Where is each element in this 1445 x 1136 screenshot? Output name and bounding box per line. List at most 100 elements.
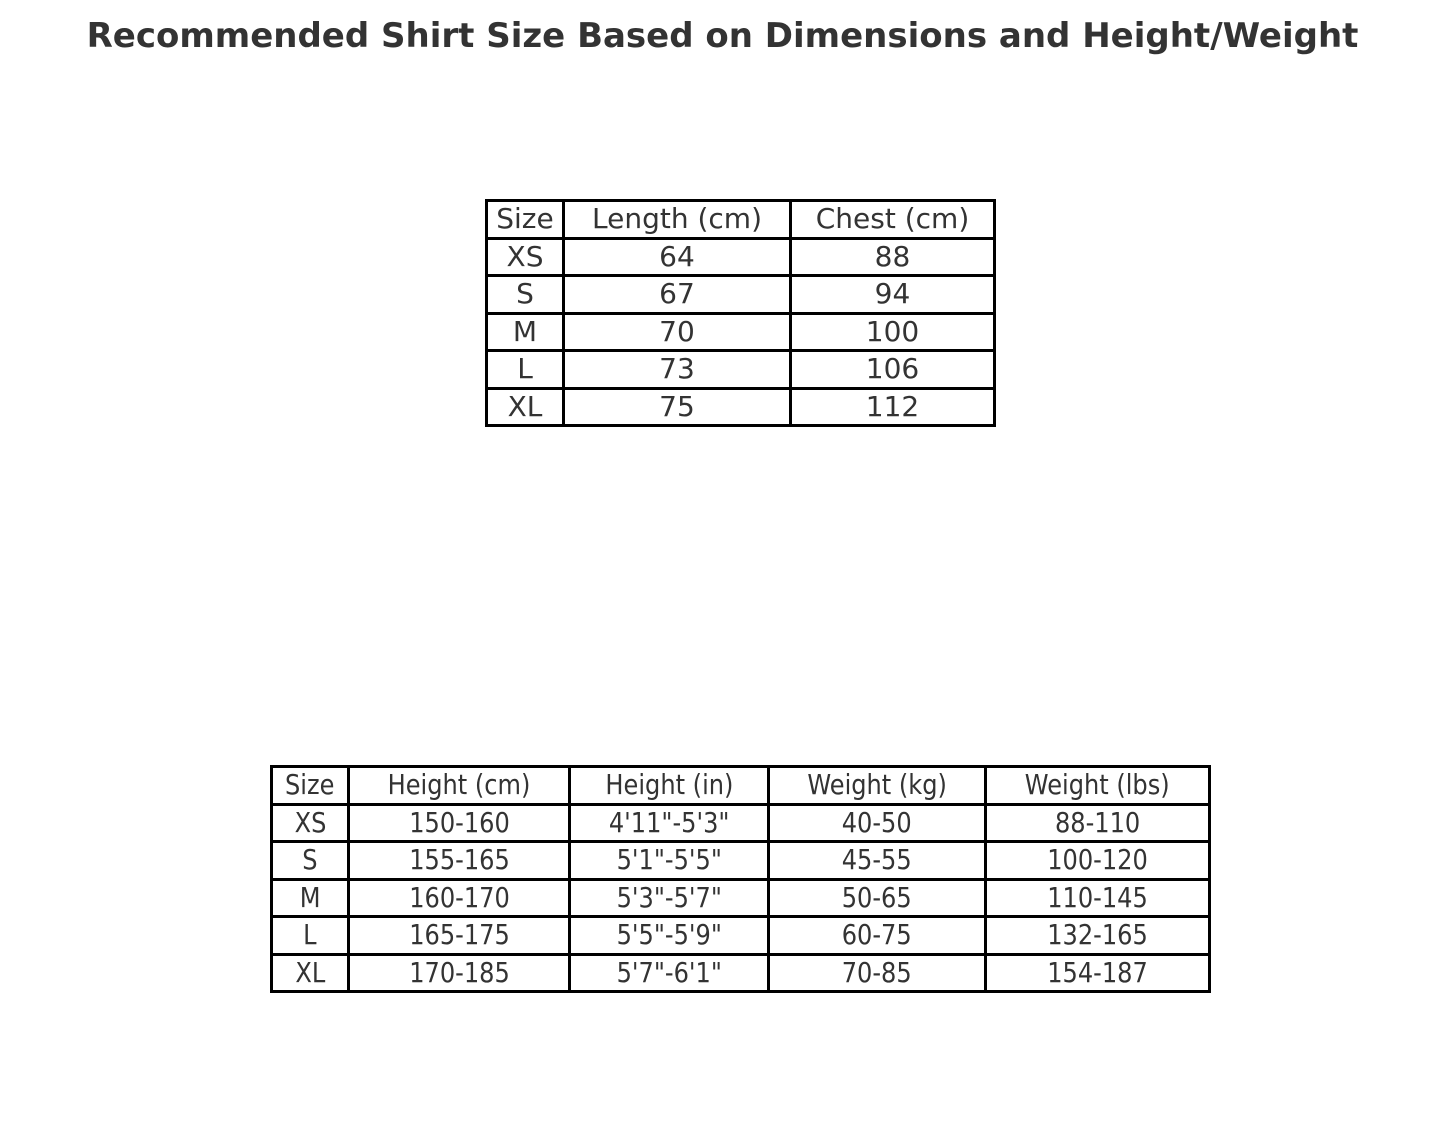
table-header-cell: Weight (kg)	[767, 765, 987, 806]
cell-text: 75	[659, 389, 695, 423]
table-cell: 5'5"-5'9"	[568, 915, 770, 956]
table-cell: 154-187	[984, 952, 1211, 993]
table-row: S 155-165 5'1"-5'5" 45-55 100-120	[270, 840, 1211, 881]
table-cell: 5'1"-5'5"	[568, 840, 770, 881]
table-cell: S	[485, 274, 565, 315]
cell-text: 88-110	[1054, 805, 1141, 839]
table-cell: 88	[789, 236, 996, 277]
cell-text: 60-75	[842, 918, 912, 952]
table-cell: S	[270, 840, 350, 881]
table-cell: L	[485, 349, 565, 390]
cell-text: 4'11"-5'3"	[608, 805, 730, 839]
cell-text: Size	[496, 202, 554, 236]
cell-text: 150-160	[408, 805, 510, 839]
table-cell: L	[270, 915, 350, 956]
table-header-cell: Height (cm)	[347, 765, 571, 806]
cell-text: Height (cm)	[387, 768, 531, 802]
table-cell: 70	[562, 311, 792, 352]
cell-text: 70-85	[842, 955, 912, 989]
chart-title: Recommended Shirt Size Based on Dimensio…	[86, 16, 1359, 56]
table-cell: 150-160	[347, 802, 571, 843]
cell-text: 73	[659, 352, 695, 386]
table-row: S 67 94	[485, 274, 996, 315]
cell-text: 94	[874, 277, 911, 311]
cell-text: 67	[659, 277, 695, 311]
cell-text: 5'3"-5'7"	[616, 880, 722, 914]
cell-text: 106	[865, 352, 920, 386]
table-cell: 70-85	[767, 952, 987, 993]
cell-text: Length (cm)	[592, 202, 762, 236]
cell-text: 160-170	[408, 880, 510, 914]
table-row: M 160-170 5'3"-5'7" 50-65 110-145	[270, 877, 1211, 918]
table-cell: 50-65	[767, 877, 987, 918]
cell-text: 155-165	[408, 843, 510, 877]
table-header-cell: Size	[270, 765, 350, 806]
table-cell: 40-50	[767, 802, 987, 843]
cell-text: 132-165	[1047, 918, 1148, 952]
cell-text: 154-187	[1047, 955, 1148, 989]
cell-text: 112	[865, 389, 920, 423]
table-cell: 4'11"-5'3"	[568, 802, 770, 843]
table-cell: 165-175	[347, 915, 571, 956]
cell-text: 170-185	[408, 955, 510, 989]
table-cell: 64	[562, 236, 792, 277]
table-cell: 100	[789, 311, 996, 352]
table-header-row: Size Length (cm) Chest (cm)	[485, 199, 996, 240]
cell-text: 100-120	[1047, 843, 1148, 877]
cell-text: L	[303, 918, 317, 952]
cell-text: XS	[294, 805, 326, 839]
cell-text: 50-65	[842, 880, 912, 914]
table-row: XS 64 88	[485, 236, 996, 277]
cell-text: 110-145	[1047, 880, 1148, 914]
table-cell: 155-165	[347, 840, 571, 881]
cell-text: 40-50	[842, 805, 912, 839]
cell-text: 5'7"-6'1"	[616, 955, 722, 989]
cell-text: 70	[659, 314, 695, 348]
cell-text: 5'1"-5'5"	[616, 843, 722, 877]
table-row: M 70 100	[485, 311, 996, 352]
table-cell: 88-110	[984, 802, 1211, 843]
table-row: XL 170-185 5'7"-6'1" 70-85 154-187	[270, 952, 1211, 993]
cell-text: M	[512, 314, 538, 348]
table-row: XS 150-160 4'11"-5'3" 40-50 88-110	[270, 802, 1211, 843]
table-row: L 165-175 5'5"-5'9" 60-75 132-165	[270, 915, 1211, 956]
table-cell: 73	[562, 349, 792, 390]
cell-text: S	[302, 843, 318, 877]
cell-text: Weight (kg)	[807, 768, 947, 802]
table-cell: 5'3"-5'7"	[568, 877, 770, 918]
cell-text: S	[516, 277, 534, 311]
table-header-cell: Height (in)	[568, 765, 770, 806]
table-cell: M	[485, 311, 565, 352]
table-header-cell: Weight (lbs)	[984, 765, 1211, 806]
table-header-cell: Size	[485, 199, 565, 240]
table-cell: 75	[562, 386, 792, 427]
table-cell: XS	[270, 802, 350, 843]
table-row: XL 75 112	[485, 386, 996, 427]
height-weight-table: Size Height (cm) Height (in) Weight (kg) Wei…	[270, 765, 1211, 993]
cell-text: Chest (cm)	[815, 202, 970, 236]
table-cell: 45-55	[767, 840, 987, 881]
cell-text: XL	[295, 955, 325, 989]
table-cell: 5'7"-6'1"	[568, 952, 770, 993]
table-cell: 60-75	[767, 915, 987, 956]
cell-text: M	[299, 880, 321, 914]
cell-text: 45-55	[842, 843, 912, 877]
dimensions-table: Size Length (cm) Chest (cm) XS 64 88 S 67 94 M 70 1…	[485, 199, 996, 427]
table-header-cell: Length (cm)	[562, 199, 792, 240]
cell-text: Height (in)	[604, 768, 734, 802]
table-cell: 132-165	[984, 915, 1211, 956]
cell-text: 5'5"-5'9"	[616, 918, 722, 952]
table-cell: 67	[562, 274, 792, 315]
table-header-cell: Chest (cm)	[789, 199, 996, 240]
cell-text: 100	[865, 314, 920, 348]
table-cell: XL	[485, 386, 565, 427]
table-cell: 110-145	[984, 877, 1211, 918]
cell-text: XL	[507, 389, 543, 423]
table-row: L 73 106	[485, 349, 996, 390]
cell-text: 88	[874, 239, 911, 273]
cell-text: L	[517, 352, 533, 386]
table-cell: XS	[485, 236, 565, 277]
cell-text: XS	[506, 239, 544, 273]
table-cell: 100-120	[984, 840, 1211, 881]
table-cell: 112	[789, 386, 996, 427]
